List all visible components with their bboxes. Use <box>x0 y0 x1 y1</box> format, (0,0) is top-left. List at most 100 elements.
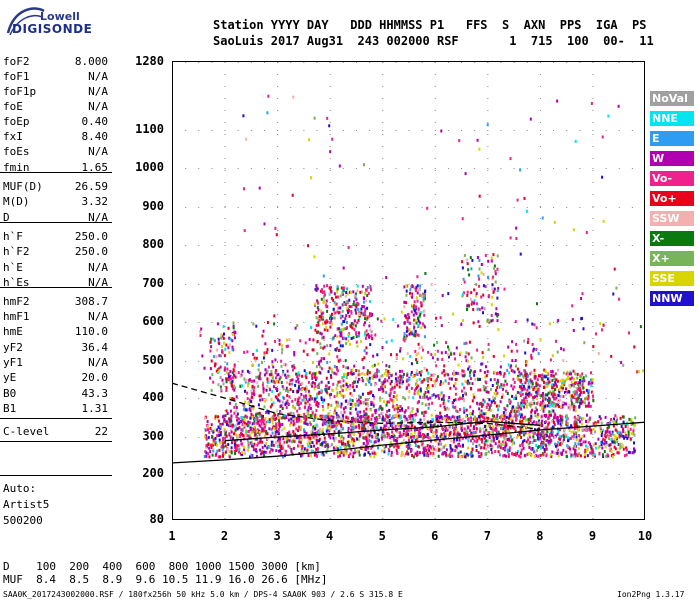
y-tick-label: 500 <box>142 353 164 367</box>
panel-separator <box>0 172 112 173</box>
panel-separator <box>0 222 112 223</box>
param-row-h-f2: h`F2 250.0 <box>3 244 108 259</box>
header-line-1: Station YYYY DAY DDD HHMMSS P1 FFS S AXN… <box>213 18 647 32</box>
param-value: N/A <box>88 356 108 369</box>
muf-row: MUF 8.4 8.5 8.9 9.6 10.5 11.9 16.0 26.6 … <box>3 573 328 586</box>
param-row-hmf1: hmF1 N/A <box>3 309 108 324</box>
param-value: 110.0 <box>74 325 108 338</box>
param-row-fof2: foF2 8.000 <box>3 54 108 69</box>
y-tick-label: 1280 <box>135 54 164 68</box>
param-value: 36.4 <box>81 341 109 354</box>
param-row-h-es: h`Es N/A <box>3 275 108 290</box>
legend-item-e: E <box>650 131 694 146</box>
y-tick-label: 400 <box>142 390 164 404</box>
panel-separator <box>0 441 112 442</box>
x-tick-label: 6 <box>431 529 439 543</box>
param-row-c-level: C-level 22 <box>3 424 108 439</box>
y-tick-label: 700 <box>142 276 164 290</box>
param-value: 8.000 <box>74 55 108 68</box>
param-name: h`E <box>3 261 23 274</box>
echo-scatter <box>199 94 644 459</box>
x-tick-label: 7 <box>483 529 491 543</box>
param-name: foEp <box>3 115 30 128</box>
legend-item-x-: X- <box>650 231 694 246</box>
param-name: h`F2 <box>3 245 30 258</box>
x-tick-label: 5 <box>378 529 386 543</box>
param-name: hmE <box>3 325 23 338</box>
legend-item-vo-: Vo- <box>650 171 694 186</box>
legend-item-nnw: NNW <box>650 291 694 306</box>
param-name: hmF1 <box>3 310 30 323</box>
param-name: h`Es <box>3 276 30 289</box>
y-tick-label: 900 <box>142 199 164 213</box>
param-name: C-level <box>3 425 50 438</box>
param-row-yf1: yF1 N/A <box>3 355 108 370</box>
legend-item-x-: X+ <box>650 251 694 266</box>
param-value: 20.0 <box>81 371 109 384</box>
param-row-fof1: foF1 N/A <box>3 69 108 84</box>
y-tick-label: 300 <box>142 429 164 443</box>
logo-digisonde-text: DIGISONDE <box>12 22 93 36</box>
trace-solid-upper <box>224 420 540 442</box>
param-value: 22 <box>94 425 108 438</box>
y-tick-label: 200 <box>142 466 164 480</box>
param-row-hmf2: hmF2 308.7 <box>3 294 108 309</box>
param-value: 8.40 <box>81 130 109 143</box>
auto-code-label: 500200 <box>3 514 43 527</box>
version-footer: Ion2Png 1.3.17 <box>617 590 685 599</box>
panel-separator <box>0 287 112 288</box>
legend-item-vo-: Vo+ <box>650 191 694 206</box>
x-tick-label: 10 <box>637 529 653 543</box>
x-tick-label: 8 <box>536 529 544 543</box>
param-row-fmin: fmin 1.65 <box>3 160 108 175</box>
legend-item-w: W <box>650 151 694 166</box>
param-row-foe: foE N/A <box>3 99 108 114</box>
distance-row: D 100 200 400 600 800 1000 1500 3000 [km… <box>3 560 321 573</box>
param-row-h-e: h`E N/A <box>3 260 108 275</box>
param-row-muf-d-: MUF(D) 26.59 <box>3 179 108 194</box>
y-tick-label: 80 <box>149 512 164 526</box>
x-tick-label: 1 <box>168 529 176 543</box>
param-value: 308.7 <box>74 295 108 308</box>
param-name: B0 <box>3 387 17 400</box>
trace-solid-lower <box>173 421 644 464</box>
param-name: foF2 <box>3 55 30 68</box>
param-name: B1 <box>3 402 17 415</box>
param-value: 1.65 <box>81 161 109 174</box>
legend-item-noval: NoVal <box>650 91 694 106</box>
ionogram-plot-frame <box>172 61 645 520</box>
param-row-d: D N/A <box>3 210 108 225</box>
param-value: N/A <box>88 145 108 158</box>
param-row-m-d-: M(D) 3.32 <box>3 194 108 209</box>
param-name: hmF2 <box>3 295 30 308</box>
panel-separator <box>0 418 112 419</box>
x-tick-label: 9 <box>588 529 597 543</box>
param-name: foE <box>3 100 23 113</box>
digisonde-logo-swoosh-icon <box>6 7 45 36</box>
param-value: 250.0 <box>74 245 108 258</box>
param-row-b1: B1 1.31 <box>3 401 108 416</box>
param-name: foF1 <box>3 70 30 83</box>
param-value: 43.3 <box>81 387 109 400</box>
param-row-ye: yE 20.0 <box>3 370 108 385</box>
param-value: N/A <box>88 211 108 224</box>
param-value: 1.31 <box>81 402 109 415</box>
header-line-2: SaoLuis 2017 Aug31 243 002000 RSF 1 715 … <box>213 34 654 48</box>
auto-label: Auto: <box>3 482 37 495</box>
y-tick-label: 600 <box>142 314 164 328</box>
param-row-fof1p: foF1p N/A <box>3 84 108 99</box>
param-value: N/A <box>88 100 108 113</box>
param-row-h-f: h`F 250.0 <box>3 229 108 244</box>
param-value: N/A <box>88 276 108 289</box>
param-value: 250.0 <box>74 230 108 243</box>
x-tick-label: 2 <box>220 529 229 543</box>
param-value: 26.59 <box>74 180 108 193</box>
param-name: foF1p <box>3 85 37 98</box>
param-name: yE <box>3 371 17 384</box>
param-value: N/A <box>88 310 108 323</box>
param-row-b0: B0 43.3 <box>3 386 108 401</box>
param-name: h`F <box>3 230 23 243</box>
param-value: 3.32 <box>81 195 109 208</box>
param-row-yf2: yF2 36.4 <box>3 340 108 355</box>
legend-item-nne: NNE <box>650 111 694 126</box>
